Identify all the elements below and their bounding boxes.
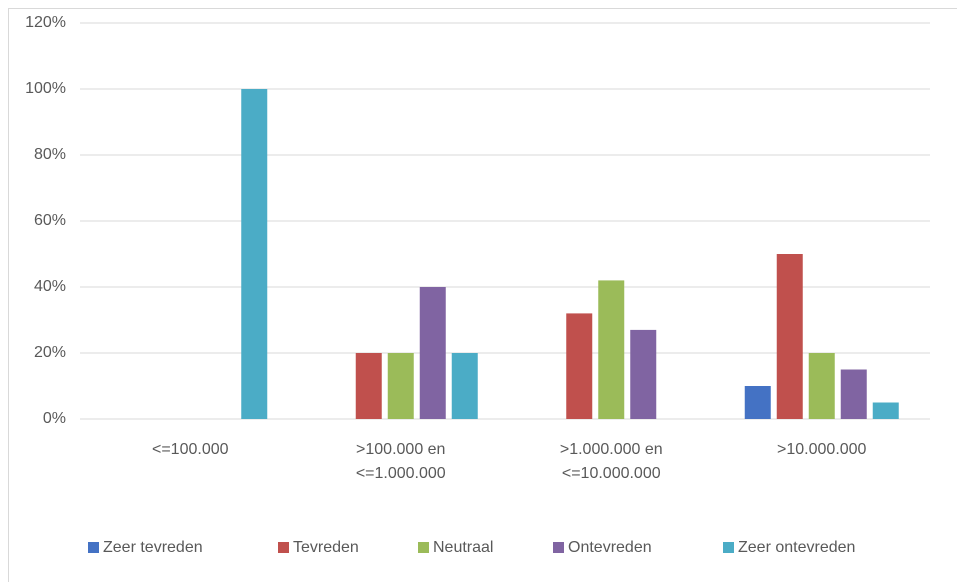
y-tick-label: 20% xyxy=(34,344,66,361)
legend-swatch xyxy=(553,542,564,553)
bar xyxy=(808,353,835,419)
bar xyxy=(355,353,382,419)
x-tick-label: <=100.000 xyxy=(151,441,229,458)
legend-label: Zeer ontevreden xyxy=(738,539,855,556)
x-tick-label: >1.000.000 en <=10.000.000 xyxy=(559,441,663,482)
y-tick-label: 80% xyxy=(34,146,66,163)
legend-label: Zeer tevreden xyxy=(103,539,203,556)
legend-swatch xyxy=(88,542,99,553)
bar xyxy=(451,353,478,419)
bar xyxy=(776,254,803,419)
legend-label: Tevreden xyxy=(293,539,359,556)
bar xyxy=(872,402,899,419)
legend-label: Ontevreden xyxy=(568,539,652,556)
legend-swatch xyxy=(418,542,429,553)
legend-swatch xyxy=(723,542,734,553)
bar xyxy=(566,313,593,419)
bar xyxy=(744,386,771,419)
bar xyxy=(241,89,268,419)
bar xyxy=(419,287,446,419)
bar xyxy=(630,329,657,419)
y-tick-label: 100% xyxy=(25,80,66,97)
bar xyxy=(598,280,625,419)
legend-label: Neutraal xyxy=(433,539,493,556)
y-tick-label: 0% xyxy=(43,410,66,427)
y-tick-label: 120% xyxy=(25,14,66,31)
x-tick-label: >10.000.000 xyxy=(777,441,867,458)
bar xyxy=(387,353,414,419)
chart-border xyxy=(8,8,957,582)
bar xyxy=(840,369,867,419)
y-tick-label: 40% xyxy=(34,278,66,295)
y-tick-label: 60% xyxy=(34,212,66,229)
x-tick-label: >100.000 en <=1.000.000 xyxy=(355,441,446,482)
legend-swatch xyxy=(278,542,289,553)
